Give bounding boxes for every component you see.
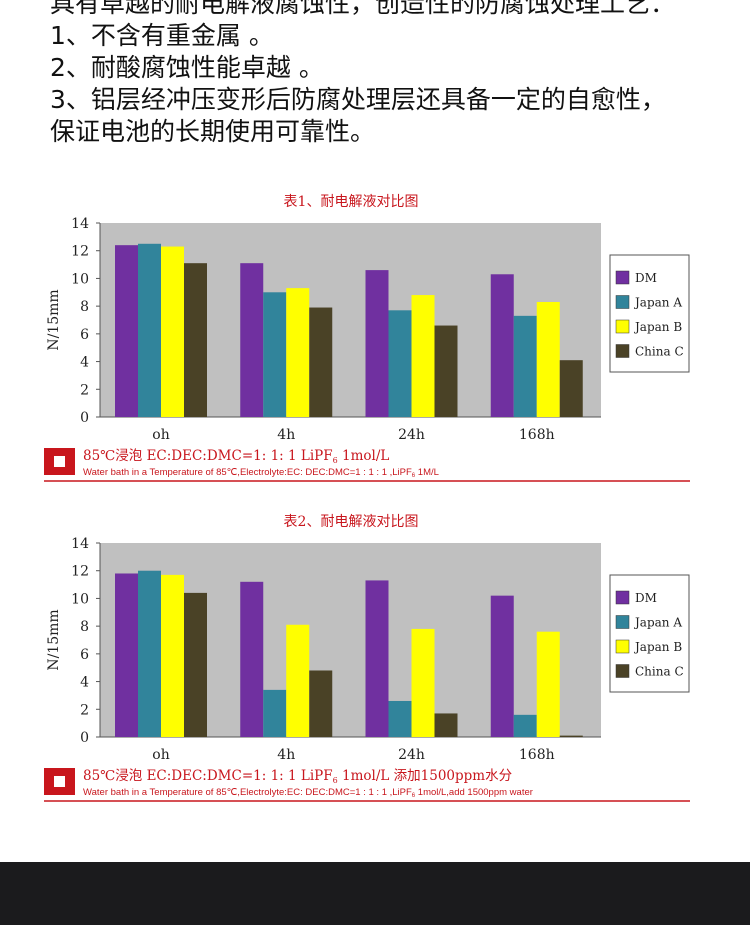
bar-china-c-24h bbox=[434, 713, 458, 737]
y-tick-label: 6 bbox=[80, 327, 89, 343]
bar-dm-168h bbox=[490, 595, 514, 737]
x-tick-label: 168h bbox=[519, 427, 555, 443]
legend-swatch-japan-a bbox=[615, 295, 630, 309]
bar-dm-24h bbox=[365, 580, 389, 737]
bar-japan-b-168h bbox=[536, 631, 560, 737]
intro-line-3: 2、耐酸腐蚀性能卓越 。 bbox=[50, 53, 324, 82]
x-tick-label: oh bbox=[152, 747, 169, 763]
x-tick-label: 4h bbox=[277, 427, 295, 443]
legend-label-dm: DM bbox=[635, 271, 657, 285]
bar-dm-24h bbox=[365, 270, 389, 417]
legend-swatch-dm bbox=[615, 270, 630, 285]
bar-dm-4h bbox=[240, 581, 264, 737]
y-tick-label: 4 bbox=[80, 675, 89, 691]
y-tick-label: 14 bbox=[71, 536, 89, 552]
bar-japan-b-24h bbox=[411, 295, 435, 417]
x-tick-label: 168h bbox=[519, 747, 555, 763]
y-tick-label: 10 bbox=[71, 271, 89, 287]
intro-line-1: 具有卓越的耐电解液腐蚀性，创造性的防腐蚀处理工艺： bbox=[50, 0, 676, 18]
bar-japan-b-oh bbox=[161, 246, 184, 417]
y-tick-label: 6 bbox=[80, 647, 89, 663]
x-tick-label: 4h bbox=[277, 747, 295, 763]
bar-dm-oh bbox=[115, 573, 138, 737]
legend-swatch-dm bbox=[615, 590, 630, 605]
chart-title: 表2、耐电解液对比图 bbox=[284, 514, 419, 530]
bar-japan-a-168h bbox=[513, 315, 537, 417]
y-axis-label: N/15mm bbox=[46, 289, 62, 350]
y-axis-label: N/15mm bbox=[46, 609, 62, 670]
bar-japan-b-24h bbox=[411, 628, 435, 737]
bar-japan-a-4h bbox=[263, 292, 287, 417]
note-english: Water bath in a Temperature of 85℃,Elect… bbox=[83, 467, 439, 479]
bar-china-c-168h bbox=[559, 735, 583, 737]
bar-japan-a-4h bbox=[263, 689, 287, 737]
legend-swatch-japan-b bbox=[615, 319, 630, 334]
bar-china-c-oh bbox=[184, 263, 207, 417]
x-tick-label: oh bbox=[152, 427, 169, 443]
legend-label-china-c: China C bbox=[635, 665, 684, 679]
note-square-inner-icon bbox=[54, 456, 65, 467]
y-tick-label: 12 bbox=[71, 244, 89, 260]
bar-dm-4h bbox=[240, 263, 264, 417]
legend-label-japan-a: Japan A bbox=[633, 296, 682, 310]
bar-dm-oh bbox=[115, 245, 138, 417]
y-tick-label: 2 bbox=[80, 382, 89, 398]
legend-swatch-japan-b bbox=[615, 639, 630, 654]
y-tick-label: 2 bbox=[80, 702, 89, 718]
y-tick-label: 14 bbox=[71, 216, 89, 232]
y-tick-label: 0 bbox=[80, 730, 89, 746]
chart-2-electrolyte-resistance: 表2、耐电解液对比图 0 2 4 6 8 10 12 14 N/15mm oh 4h 24h 168h DM… bbox=[44, 514, 690, 802]
legend-swatch-china-c bbox=[615, 344, 630, 358]
legend-label-china-c: China C bbox=[635, 345, 684, 359]
bar-japan-b-4h bbox=[286, 624, 310, 737]
bar-japan-a-168h bbox=[513, 714, 537, 737]
note-chinese: 85℃浸泡 EC:DEC:DMC=1: 1: 1 LiPF6 1mol/L bbox=[83, 448, 389, 465]
y-tick-label: 12 bbox=[71, 564, 89, 580]
legend-swatch-china-c bbox=[615, 664, 630, 678]
bar-dm-168h bbox=[490, 274, 514, 417]
y-tick-label: 8 bbox=[80, 299, 89, 315]
legend-label-japan-a: Japan A bbox=[633, 616, 682, 630]
bar-china-c-4h bbox=[309, 670, 333, 737]
y-tick-label: 4 bbox=[80, 355, 89, 371]
x-tick-label: 24h bbox=[398, 427, 425, 443]
chart-1-electrolyte-resistance: 表1、耐电解液对比图 0 2 4 6 8 10 12 14 N/15mm oh 4h 24h 168h DM… bbox=[44, 194, 690, 482]
bar-china-c-4h bbox=[309, 307, 333, 417]
bar-china-c-24h bbox=[434, 325, 458, 417]
bar-japan-a-oh bbox=[138, 243, 161, 417]
note-square-inner-icon bbox=[54, 776, 65, 787]
y-tick-label: 8 bbox=[80, 619, 89, 635]
note-english: Water bath in a Temperature of 85℃,Elect… bbox=[83, 787, 533, 799]
y-tick-label: 10 bbox=[71, 591, 89, 607]
note-chinese: 85℃浸泡 EC:DEC:DMC=1: 1: 1 LiPF6 1mol/L 添加… bbox=[83, 768, 512, 785]
intro-line-4: 3、铝层经冲压变形后防腐处理层还具备一定的自愈性， bbox=[50, 85, 666, 114]
bar-japan-b-oh bbox=[161, 574, 184, 737]
legend-swatch-japan-a bbox=[615, 615, 630, 629]
legend-label-dm: DM bbox=[635, 591, 657, 605]
bar-japan-a-24h bbox=[388, 310, 412, 417]
legend-label-japan-b: Japan B bbox=[633, 640, 682, 654]
bar-china-c-oh bbox=[184, 592, 207, 737]
bar-china-c-168h bbox=[559, 360, 583, 417]
bar-japan-a-oh bbox=[138, 570, 161, 737]
footer-bar bbox=[0, 862, 750, 925]
y-tick-label: 0 bbox=[80, 410, 89, 426]
chart-title: 表1、耐电解液对比图 bbox=[284, 194, 419, 210]
intro-line-5: 保证电池的长期使用可靠性。 bbox=[50, 117, 376, 146]
x-tick-label: 24h bbox=[398, 747, 425, 763]
intro-line-2: 1、不含有重金属 。 bbox=[50, 21, 274, 50]
intro-text-block: 具有卓越的耐电解液腐蚀性，创造性的防腐蚀处理工艺： 1、不含有重金属 。 2、耐… bbox=[50, 0, 740, 148]
bar-japan-b-168h bbox=[536, 301, 560, 417]
legend-label-japan-b: Japan B bbox=[633, 320, 682, 334]
bar-japan-b-4h bbox=[286, 288, 310, 417]
bar-japan-a-24h bbox=[388, 700, 412, 737]
